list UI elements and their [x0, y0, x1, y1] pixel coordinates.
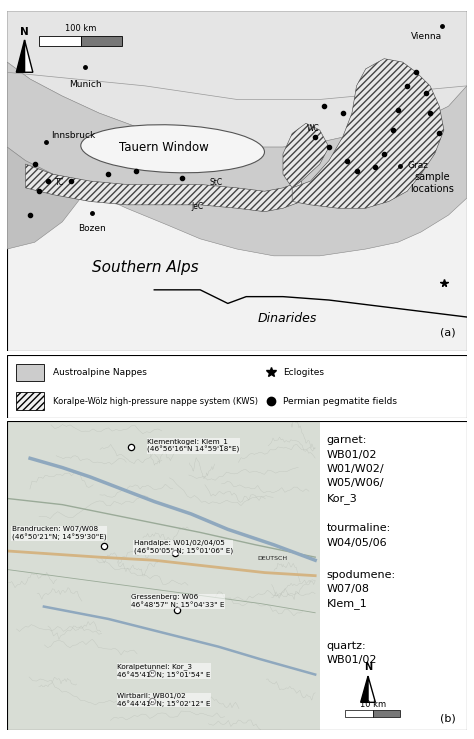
- Polygon shape: [7, 147, 81, 249]
- Bar: [320, 421, 467, 730]
- Polygon shape: [7, 11, 467, 147]
- Polygon shape: [16, 40, 25, 72]
- Text: Tauern Window: Tauern Window: [118, 140, 208, 154]
- Text: Handalpe: W01/02/04/05
(46°50'05" N; 15°01'06" E): Handalpe: W01/02/04/05 (46°50'05" N; 15°…: [134, 540, 233, 554]
- Polygon shape: [25, 40, 33, 72]
- Text: tourmaline:
W04/05/06: tourmaline: W04/05/06: [327, 523, 391, 548]
- Text: Vienna: Vienna: [410, 32, 442, 41]
- Ellipse shape: [81, 125, 264, 173]
- Polygon shape: [26, 164, 301, 211]
- Text: Austroalpine Nappes: Austroalpine Nappes: [53, 368, 147, 377]
- Polygon shape: [361, 676, 368, 702]
- Text: N: N: [364, 662, 372, 672]
- Text: Bozen: Bozen: [78, 224, 106, 233]
- Text: Eclogites: Eclogites: [283, 368, 324, 377]
- Bar: [345, 710, 373, 717]
- Text: quartz:
WB01/02: quartz: WB01/02: [327, 641, 377, 665]
- Text: spodumene:
W07/08
Klem_1: spodumene: W07/08 Klem_1: [327, 570, 396, 609]
- Text: (b): (b): [440, 713, 456, 723]
- Text: Southern Alps: Southern Alps: [92, 260, 198, 275]
- Text: 100 km: 100 km: [65, 24, 96, 33]
- Text: (a): (a): [440, 327, 456, 338]
- Text: Koralpetunnel: Kor_3
46°45'41" N; 15°01'54" E: Koralpetunnel: Kor_3 46°45'41" N; 15°01'…: [118, 664, 211, 678]
- Text: Munich: Munich: [69, 80, 101, 89]
- Text: Graz: Graz: [407, 161, 428, 170]
- Text: StC: StC: [210, 178, 223, 187]
- Bar: [81, 36, 122, 46]
- Polygon shape: [283, 123, 329, 188]
- Text: 10 km: 10 km: [360, 700, 386, 709]
- Text: N: N: [20, 27, 29, 36]
- Polygon shape: [7, 62, 467, 256]
- Text: Wirtbaril: WB01/02
46°44'41" N; 15°02'12" E: Wirtbaril: WB01/02 46°44'41" N; 15°02'12…: [118, 693, 211, 707]
- Bar: [39, 36, 81, 46]
- Text: DEUTSCH: DEUTSCH: [258, 556, 288, 561]
- Text: Klementkogel: Klem_1
(46°56'16"N 14°59'18"E): Klementkogel: Klem_1 (46°56'16"N 14°59'1…: [147, 438, 239, 453]
- Text: JeC: JeC: [192, 202, 204, 211]
- Bar: [16, 392, 44, 410]
- Text: Permian pegmatite fields: Permian pegmatite fields: [283, 397, 397, 406]
- Text: garnet:
WB01/02
W01/W02/
W05/W06/
Kor_3: garnet: WB01/02 W01/W02/ W05/W06/ Kor_3: [327, 435, 384, 504]
- Text: Koralpe-Wölz high-pressure nappe system (KWS): Koralpe-Wölz high-pressure nappe system …: [53, 397, 258, 406]
- Text: Brandrucken: W07/W08
(46°50'21"N; 14°59'30"E): Brandrucken: W07/W08 (46°50'21"N; 14°59'…: [12, 526, 106, 541]
- Text: TC: TC: [55, 178, 64, 187]
- Text: Innsbruck: Innsbruck: [51, 131, 95, 140]
- Text: Gressenberg: W06
46°48'57" N; 15°04'33" E: Gressenberg: W06 46°48'57" N; 15°04'33" …: [131, 594, 225, 608]
- Text: Dinarides: Dinarides: [258, 313, 317, 325]
- Text: WC: WC: [307, 124, 319, 133]
- Bar: [373, 710, 400, 717]
- Text: sample
locations: sample locations: [410, 172, 455, 194]
- Polygon shape: [368, 676, 375, 702]
- Bar: [7, 421, 320, 730]
- Bar: [16, 364, 44, 381]
- Polygon shape: [292, 58, 444, 208]
